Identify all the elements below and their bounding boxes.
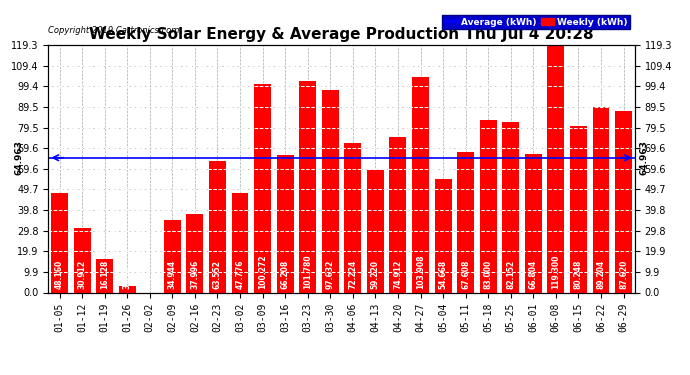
Text: 119.300: 119.300 bbox=[551, 255, 560, 290]
Bar bbox=[209, 160, 226, 292]
Text: Copyright 2019 Cartronics.com: Copyright 2019 Cartronics.com bbox=[48, 26, 179, 35]
Text: 82.152: 82.152 bbox=[506, 260, 515, 290]
Bar bbox=[344, 142, 362, 292]
Bar bbox=[254, 84, 271, 292]
Text: 66.208: 66.208 bbox=[281, 260, 290, 290]
Bar bbox=[74, 228, 90, 292]
Bar bbox=[435, 179, 451, 292]
Text: 34.944: 34.944 bbox=[168, 260, 177, 290]
Text: 64.963: 64.963 bbox=[14, 140, 23, 175]
Bar bbox=[502, 122, 519, 292]
Bar bbox=[299, 81, 316, 292]
Text: 67.608: 67.608 bbox=[461, 260, 470, 290]
Bar bbox=[615, 111, 632, 292]
Text: 16.128: 16.128 bbox=[100, 260, 109, 290]
Bar bbox=[164, 220, 181, 292]
Bar bbox=[547, 45, 564, 292]
Text: 64.963: 64.963 bbox=[640, 140, 649, 175]
Text: 3.012: 3.012 bbox=[123, 266, 132, 290]
Text: 80.248: 80.248 bbox=[574, 260, 583, 290]
Text: 87.620: 87.620 bbox=[619, 260, 628, 290]
Text: 72.224: 72.224 bbox=[348, 260, 357, 290]
Text: 89.204: 89.204 bbox=[596, 260, 605, 290]
Text: 63.552: 63.552 bbox=[213, 261, 222, 290]
Text: 97.632: 97.632 bbox=[326, 260, 335, 290]
Text: 30.912: 30.912 bbox=[78, 260, 87, 290]
Bar bbox=[119, 286, 136, 292]
Bar bbox=[367, 170, 384, 292]
Text: 103.908: 103.908 bbox=[416, 255, 425, 290]
Bar bbox=[570, 126, 587, 292]
Text: 74.912: 74.912 bbox=[393, 260, 402, 290]
Bar bbox=[457, 152, 474, 292]
Bar bbox=[593, 107, 609, 292]
Title: Weekly Solar Energy & Average Production Thu Jul 4 20:28: Weekly Solar Energy & Average Production… bbox=[89, 27, 594, 42]
Text: 66.804: 66.804 bbox=[529, 260, 538, 290]
Bar bbox=[277, 155, 294, 292]
Text: 101.780: 101.780 bbox=[303, 255, 312, 290]
Text: 37.996: 37.996 bbox=[190, 260, 199, 290]
Text: 83.000: 83.000 bbox=[484, 260, 493, 290]
Bar bbox=[525, 154, 542, 292]
Bar bbox=[96, 259, 113, 292]
Text: 100.272: 100.272 bbox=[258, 255, 267, 290]
Bar bbox=[480, 120, 497, 292]
Bar bbox=[322, 90, 339, 292]
Text: 47.776: 47.776 bbox=[235, 260, 244, 290]
Bar bbox=[389, 137, 406, 292]
Bar bbox=[51, 193, 68, 292]
Bar bbox=[186, 214, 204, 292]
Bar bbox=[412, 77, 429, 292]
Bar bbox=[232, 194, 248, 292]
Text: 48.160: 48.160 bbox=[55, 260, 64, 290]
Text: 59.220: 59.220 bbox=[371, 260, 380, 290]
Text: 54.668: 54.668 bbox=[439, 260, 448, 290]
Legend: Average (kWh), Weekly (kWh): Average (kWh), Weekly (kWh) bbox=[442, 15, 630, 29]
